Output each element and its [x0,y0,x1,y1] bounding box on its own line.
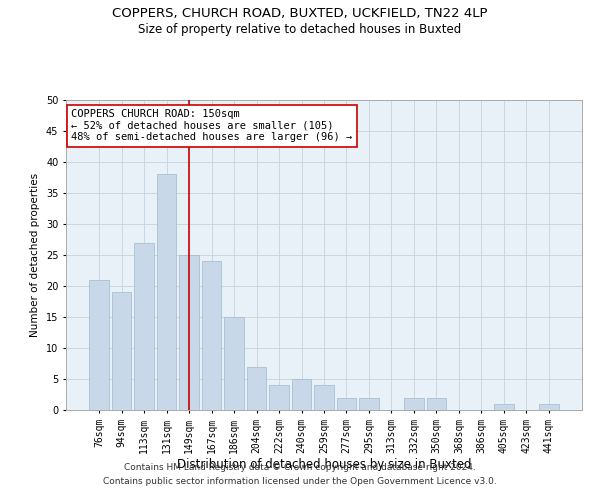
Text: Size of property relative to detached houses in Buxted: Size of property relative to detached ho… [139,22,461,36]
Bar [202,261,221,410]
Bar [427,398,446,410]
Bar [314,385,334,410]
Bar [247,366,266,410]
Bar [337,398,356,410]
Y-axis label: Number of detached properties: Number of detached properties [31,173,40,337]
Bar [134,242,154,410]
X-axis label: Distribution of detached houses by size in Buxted: Distribution of detached houses by size … [177,458,471,471]
Bar [89,280,109,410]
Bar [359,398,379,410]
Bar [404,398,424,410]
Text: Contains public sector information licensed under the Open Government Licence v3: Contains public sector information licen… [103,477,497,486]
Text: COPPERS CHURCH ROAD: 150sqm
← 52% of detached houses are smaller (105)
48% of se: COPPERS CHURCH ROAD: 150sqm ← 52% of det… [71,110,352,142]
Bar [494,404,514,410]
Bar [112,292,131,410]
Bar [157,174,176,410]
Bar [179,255,199,410]
Text: COPPERS, CHURCH ROAD, BUXTED, UCKFIELD, TN22 4LP: COPPERS, CHURCH ROAD, BUXTED, UCKFIELD, … [112,8,488,20]
Bar [224,317,244,410]
Bar [269,385,289,410]
Bar [292,379,311,410]
Text: Contains HM Land Registry data © Crown copyright and database right 2024.: Contains HM Land Registry data © Crown c… [124,464,476,472]
Bar [539,404,559,410]
